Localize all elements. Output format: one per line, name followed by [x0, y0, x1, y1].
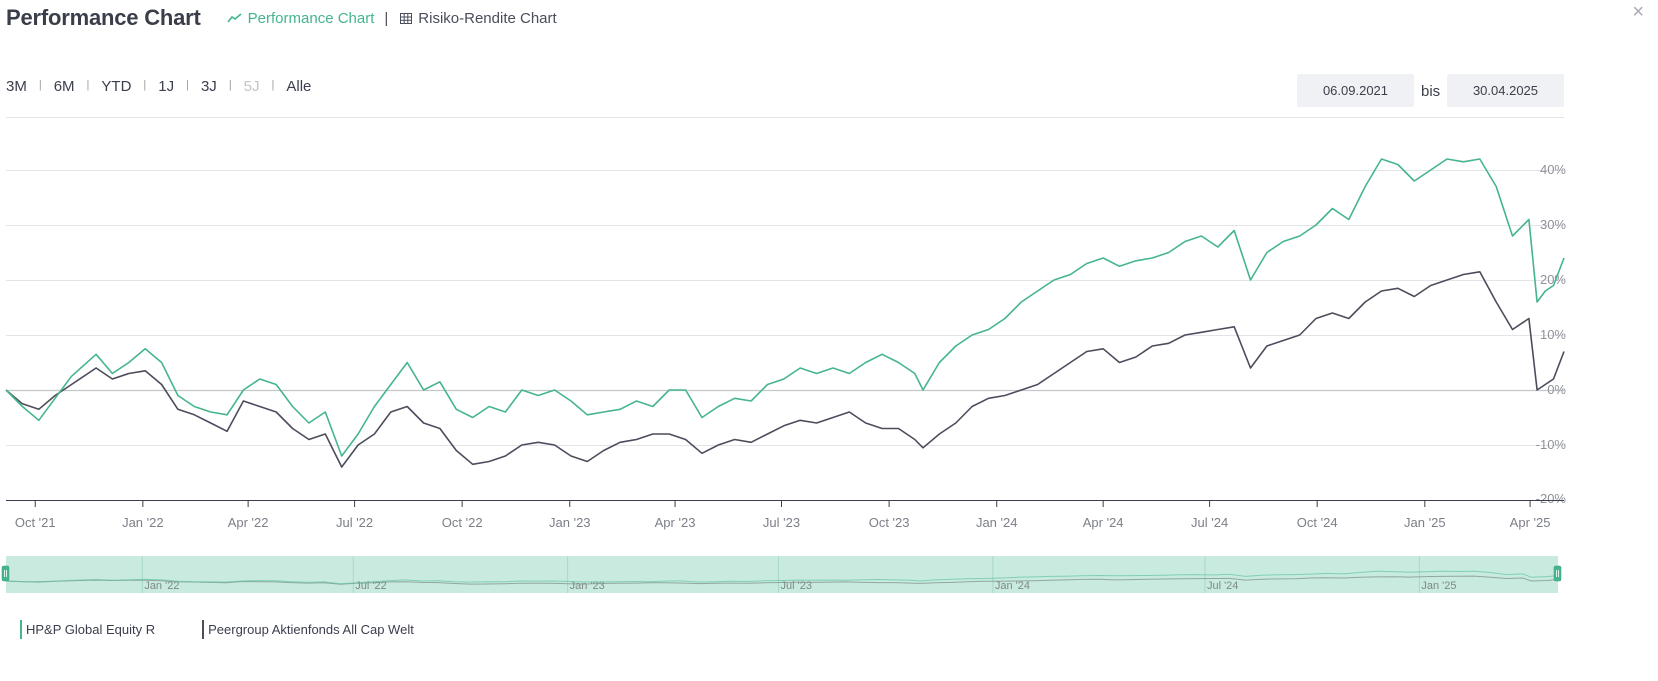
navigator-tick-label: Jul '23: [781, 580, 812, 592]
range-selector: 3M | 6M | YTD | 1J | 3J | 5J | Alle: [6, 78, 311, 95]
date-to-input[interactable]: 30.04.2025: [1447, 74, 1564, 107]
x-tick-label: Jan '25: [1404, 515, 1446, 530]
legend-color-marker: [20, 620, 22, 639]
y-tick-label: 20%: [1540, 272, 1566, 287]
grid-table-icon: [400, 12, 413, 24]
x-tick-label: Jul '22: [336, 515, 373, 530]
legend-item[interactable]: HP&P Global Equity R: [20, 620, 155, 639]
navigator-tick-label: Jan '24: [995, 580, 1030, 592]
navigator-tick-label: Jan '22: [144, 580, 179, 592]
tab-performance-chart[interactable]: Performance Chart: [227, 9, 375, 27]
fund-series-line: [5, 158, 1565, 457]
chart-legend: HP&P Global Equity R Peergroup Aktienfond…: [20, 620, 414, 639]
legend-label: Peergroup Aktienfonds All Cap Welt: [208, 622, 414, 637]
x-tick-label: Oct '21: [15, 515, 56, 530]
range-button-ytd[interactable]: YTD: [101, 78, 132, 95]
tab-performance-label: Performance Chart: [247, 9, 375, 27]
y-tick-label: 0%: [1547, 382, 1566, 397]
x-tick-label: Jan '23: [549, 515, 591, 530]
chart-header: Performance Chart Performance Chart | Ri…: [6, 0, 557, 36]
range-separator: |: [86, 78, 90, 91]
range-separator: |: [186, 78, 189, 91]
performance-chart: 40% 30% 20% 10% 0% -10% -20% Oct '21 Jan '22 Apr …: [5, 117, 1567, 530]
x-tick-label: Jan '22: [122, 515, 164, 530]
date-range-separator: bis: [1421, 83, 1441, 100]
range-separator: |: [228, 78, 232, 91]
navigator-peer-line: [5, 575, 1559, 585]
navigator-tick-label: Jan '23: [570, 580, 605, 592]
x-tick-label: Oct '24: [1297, 515, 1338, 530]
navigator-right-handle[interactable]: [1553, 565, 1562, 582]
x-tick-label: Apr '23: [655, 515, 696, 530]
range-button-6m[interactable]: 6M: [53, 78, 75, 95]
x-tick-label: Jul '23: [763, 515, 800, 530]
tab-separator: |: [384, 9, 389, 27]
legend-item[interactable]: Peergroup Aktienfonds All Cap Welt: [202, 620, 414, 639]
date-from-input[interactable]: 06.09.2021: [1297, 74, 1414, 107]
legend-label: HP&P Global Equity R: [26, 622, 156, 637]
tab-risk-return-chart[interactable]: Risiko-Rendite Chart: [400, 9, 557, 27]
range-separator: |: [143, 78, 147, 91]
close-icon[interactable]: ×: [1632, 1, 1644, 23]
x-tick-label: Jan '24: [976, 515, 1018, 530]
legend-color-marker: [202, 620, 205, 639]
range-button-1j[interactable]: 1J: [158, 78, 175, 95]
range-button-alle[interactable]: Alle: [286, 78, 312, 95]
navigator-fund-line: [5, 570, 1559, 585]
y-tick-label: 30%: [1540, 217, 1566, 232]
range-button-3j[interactable]: 3J: [200, 78, 217, 95]
line-chart-icon: [227, 13, 242, 23]
x-tick-label: Apr '25: [1510, 515, 1551, 530]
range-button-3m[interactable]: 3M: [6, 78, 27, 95]
x-tick-label: Oct '23: [869, 515, 910, 530]
range-separator: |: [271, 78, 275, 91]
x-tick-label: Jul '24: [1191, 515, 1228, 530]
y-tick-label: -10%: [1536, 437, 1567, 452]
x-tick-label: Apr '24: [1083, 515, 1124, 530]
page-title: Performance Chart: [6, 5, 201, 30]
navigator-tick-label: Jul '24: [1207, 580, 1238, 592]
y-tick-label: 10%: [1540, 327, 1566, 342]
navigator-tick-label: Jan '25: [1421, 580, 1456, 592]
x-tick-label: Oct '22: [442, 515, 483, 530]
x-tick-label: Apr '22: [228, 515, 269, 530]
y-tick-label: 40%: [1540, 162, 1566, 177]
tab-risk-label: Risiko-Rendite Chart: [418, 9, 557, 27]
y-tick-label: -20%: [1536, 491, 1567, 506]
peer-series-line: [5, 271, 1565, 468]
range-separator: |: [38, 78, 42, 91]
navigator-left-handle[interactable]: [1, 565, 10, 582]
range-button-5j: 5J: [243, 78, 260, 95]
chart-navigator[interactable]: Jan '22 Jul '22 Jan '23 Jul '23 Jan '24 Jul '…: [0, 554, 1658, 598]
